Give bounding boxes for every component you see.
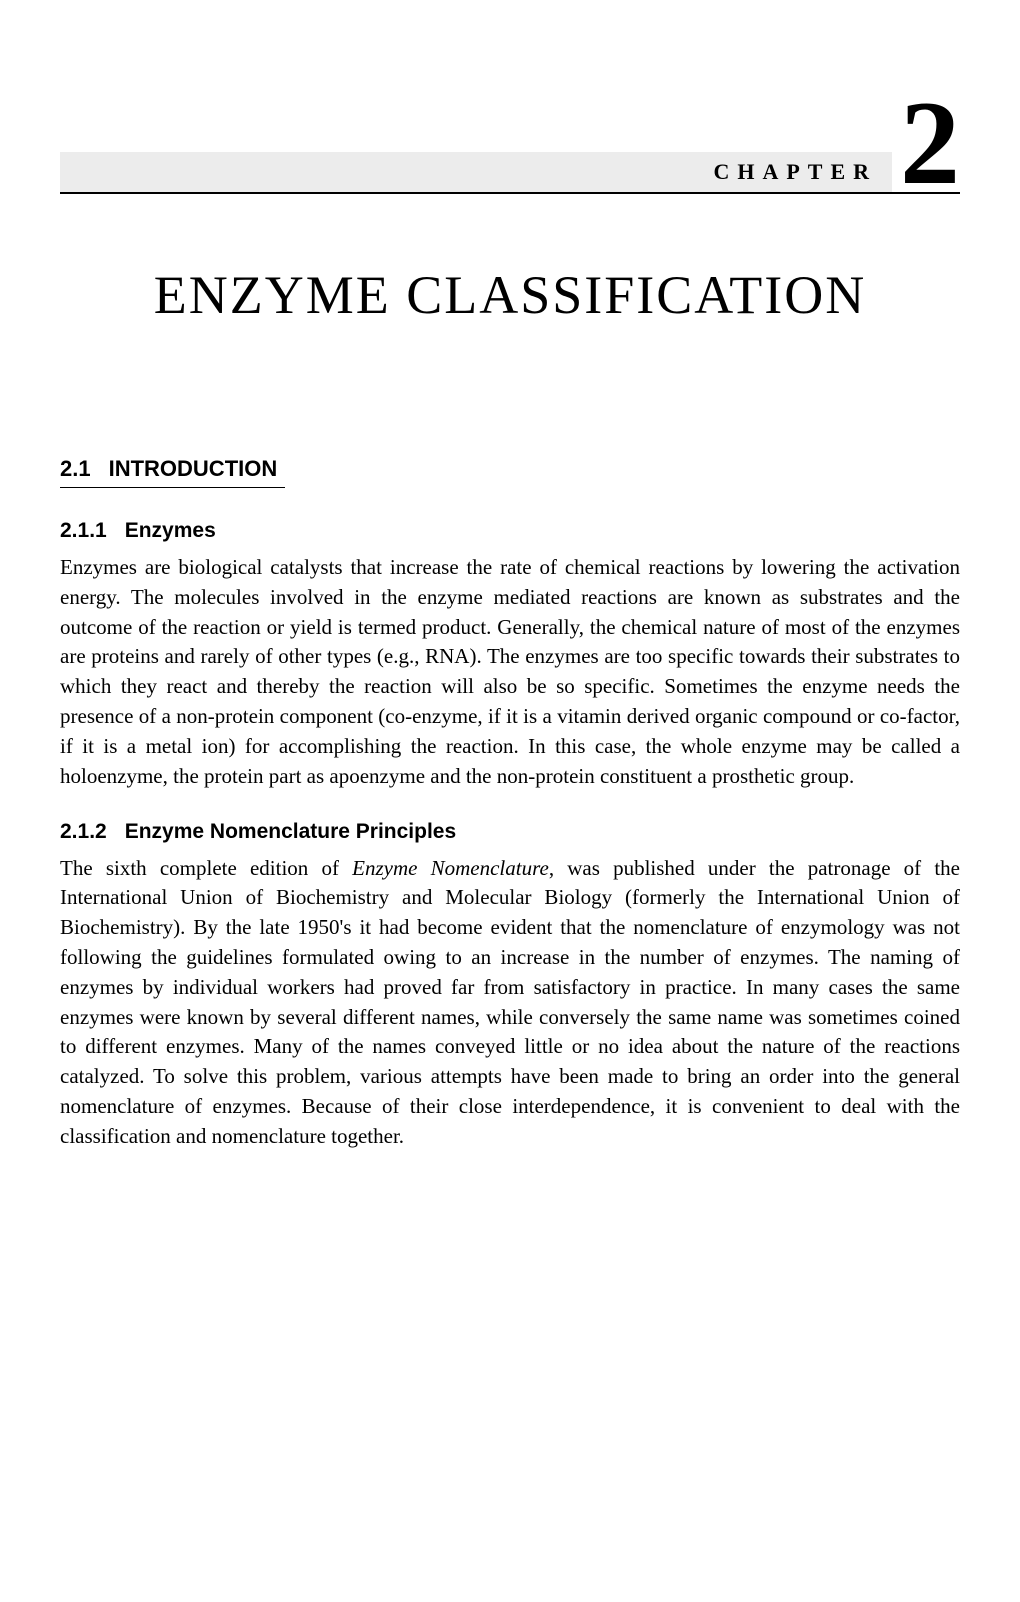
body-paragraph: The sixth complete edition of Enzyme Nom… (60, 854, 960, 1152)
body-text-italic: Enzyme Nomenclature (352, 856, 549, 880)
body-text-post: , was published under the patronage of t… (60, 856, 960, 1148)
subsection-heading: 2.1.2 Enzyme Nomenclature Principles (60, 820, 960, 844)
subsection-title: Enzyme Nomenclature Principles (125, 820, 456, 843)
body-paragraph: Enzymes are biological catalysts that in… (60, 553, 960, 792)
section-title: INTRODUCTION (109, 456, 278, 481)
section-heading: 2.1 INTRODUCTION (60, 456, 285, 488)
subsection-2: 2.1.2 Enzyme Nomenclature Principles The … (60, 820, 960, 1152)
section-number: 2.1 (60, 456, 91, 481)
chapter-bar: CHAPTER (60, 152, 892, 192)
section-1: 2.1 INTRODUCTION (60, 456, 960, 491)
subsection-1: 2.1.1 Enzymes Enzymes are biological cata… (60, 519, 960, 792)
subsection-heading: 2.1.1 Enzymes (60, 519, 960, 543)
subsection-number: 2.1.2 (60, 820, 107, 843)
chapter-label: CHAPTER (713, 159, 877, 185)
body-text-pre: The sixth complete edition of (60, 856, 352, 880)
chapter-title: ENZYME CLASSIFICATION (60, 264, 960, 326)
chapter-header: CHAPTER 2 (60, 90, 960, 194)
chapter-number: 2 (900, 92, 960, 194)
subsection-title: Enzymes (125, 519, 216, 542)
subsection-number: 2.1.1 (60, 519, 107, 542)
page-content: CHAPTER 2 ENZYME CLASSIFICATION 2.1 INTRO… (0, 0, 1020, 1220)
